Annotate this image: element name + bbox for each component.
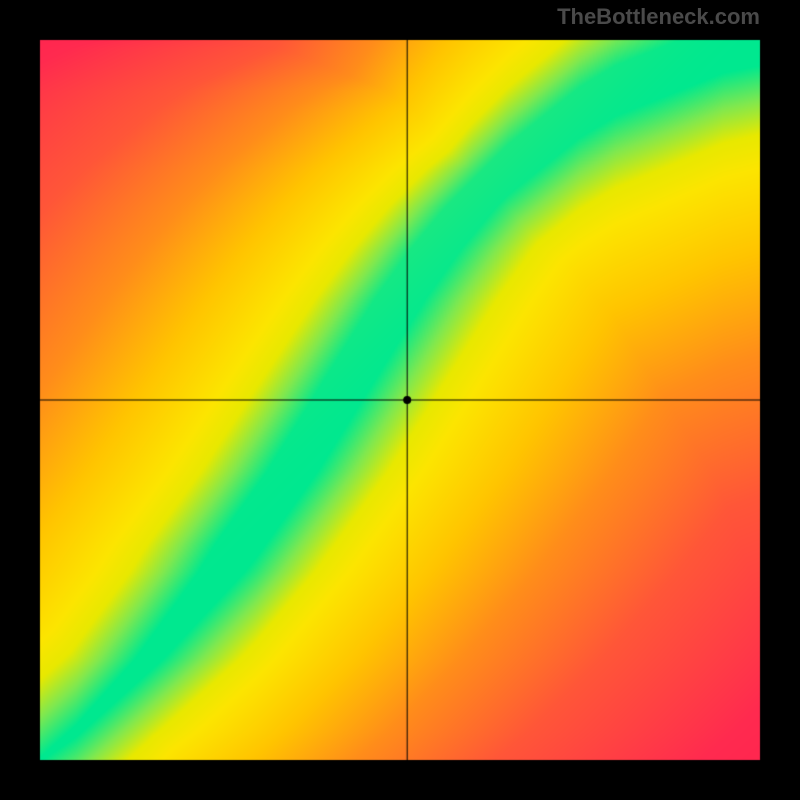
bottleneck-heatmap bbox=[0, 0, 800, 800]
chart-container: TheBottleneck.com bbox=[0, 0, 800, 800]
watermark-text: TheBottleneck.com bbox=[557, 4, 760, 30]
